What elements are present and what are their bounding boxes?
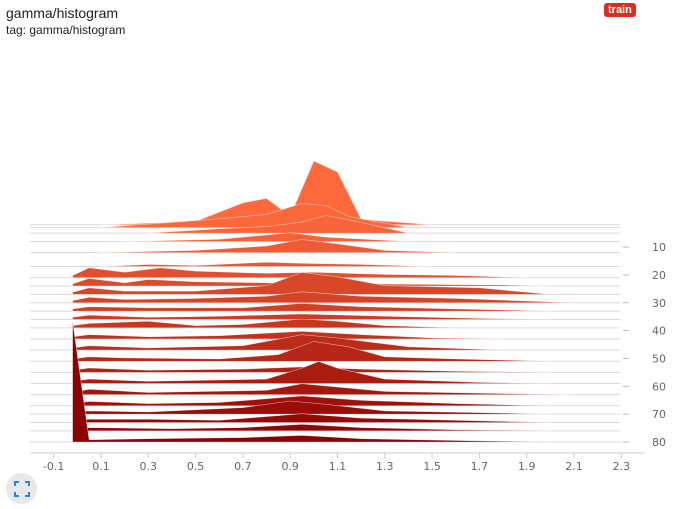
step-tick-label: 50 [652, 352, 666, 365]
x-tick-label: 0.9 [281, 460, 299, 473]
x-tick-label: 2.3 [613, 460, 631, 473]
histogram-step-80 [72, 320, 551, 443]
step-tick-label: 30 [652, 297, 666, 310]
x-tick-label: 1.9 [518, 460, 536, 473]
histogram-step-30 [72, 291, 575, 304]
step-tick-label: 60 [652, 380, 666, 393]
x-tick-label: 0.7 [234, 460, 252, 473]
histogram-step-21 [72, 267, 527, 279]
histogram-step-43 [72, 330, 504, 340]
histogram-step-8 [124, 232, 409, 242]
histogram-step-51 [72, 341, 551, 362]
histogram-step-27 [72, 272, 551, 295]
x-tick-label: 1.7 [471, 460, 489, 473]
chart-title: gamma/histogram [6, 5, 119, 21]
histogram-step-33 [72, 303, 551, 312]
histogram-step-24 [72, 278, 551, 287]
step-tick-label: 70 [652, 408, 666, 421]
x-tick-label: 1.3 [376, 460, 394, 473]
x-tick-label: 2.1 [565, 460, 583, 473]
x-tick-label: -0.1 [43, 460, 64, 473]
histogram-step-17 [100, 261, 433, 267]
step-tick-label: 10 [652, 241, 666, 254]
x-tick-label: 0.5 [187, 460, 205, 473]
step-tick-label: 40 [652, 325, 666, 338]
histogram-step-36 [72, 313, 551, 320]
histogram-step-47 [72, 334, 504, 351]
fullscreen-icon [13, 480, 30, 497]
histogram-step-5 [147, 215, 409, 234]
histogram-step-12 [100, 239, 457, 253]
x-tick-label: 0.1 [92, 460, 110, 473]
x-tick-label: 0.3 [140, 460, 158, 473]
x-tick-label: 1.1 [329, 460, 347, 473]
expand-button[interactable] [6, 473, 37, 504]
x-tick-label: 1.5 [423, 460, 441, 473]
step-tick-label: 20 [652, 269, 666, 282]
histogram-step-73 [72, 413, 551, 423]
run-badge: train [604, 3, 636, 17]
step-tick-label: 80 [652, 436, 666, 449]
chart-tag: tag: gamma/histogram [6, 23, 126, 37]
histogram-step-76 [72, 423, 551, 432]
histogram-step-70 [72, 400, 551, 415]
histogram-step-63 [72, 383, 575, 396]
histogram-step-39 [72, 318, 457, 329]
histogram-step-59 [72, 361, 551, 384]
